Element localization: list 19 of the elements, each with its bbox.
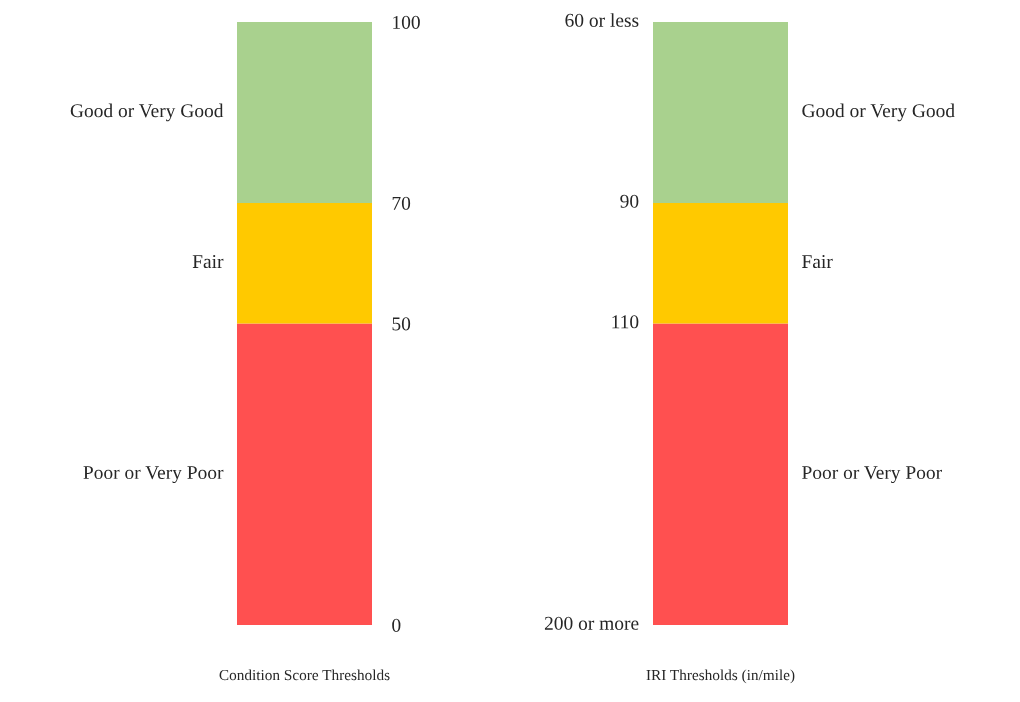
text: 110 [612,315,639,329]
bar [237,202,372,324]
bar [237,323,372,625]
series-label: Fair [192,255,224,269]
y-tick-label: 100 [393,15,420,29]
text: 200 or more [544,616,639,630]
x-axis-title: Condition Score Thresholds [219,669,390,681]
series-label: Fair [802,255,833,269]
y-tick-label: 70 [392,196,411,210]
series-label: Good or Very Good [802,103,955,122]
text: 90 [620,194,639,208]
y-tick-label: 50 [392,317,411,331]
x-axis-title: IRI Thresholds (in/mile) [646,669,795,684]
series-label: Poor or Very Poor [83,466,224,484]
series-label: Good or Very Good [70,103,224,122]
bar [237,22,372,203]
text: 60 or less [565,13,639,27]
series-label: Poor or Very Poor [802,466,942,484]
y-tick-label: 0 [392,618,401,632]
